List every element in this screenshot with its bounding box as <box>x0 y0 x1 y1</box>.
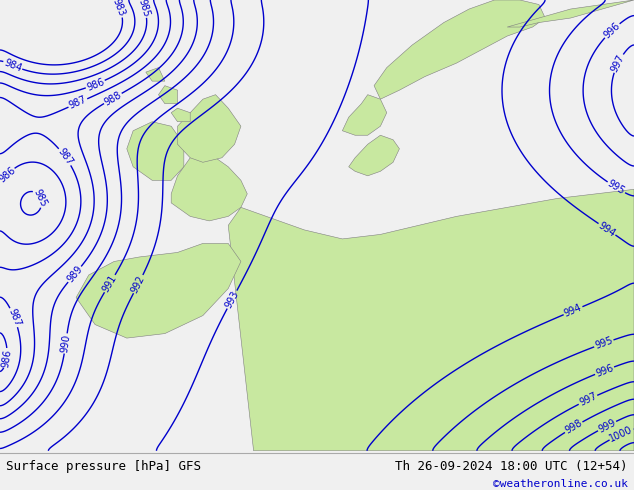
Text: 984: 984 <box>3 57 23 74</box>
Polygon shape <box>178 95 241 162</box>
Text: 994: 994 <box>597 220 618 239</box>
Polygon shape <box>228 189 634 451</box>
Text: 994: 994 <box>562 302 583 319</box>
Text: 987: 987 <box>67 95 88 111</box>
Text: 986: 986 <box>85 76 106 93</box>
Text: 996: 996 <box>594 363 615 379</box>
Text: 985: 985 <box>136 0 152 18</box>
Text: 999: 999 <box>597 417 618 435</box>
Polygon shape <box>76 244 241 338</box>
Text: 992: 992 <box>129 273 147 294</box>
Text: 1000: 1000 <box>608 424 634 443</box>
Polygon shape <box>342 95 387 135</box>
Polygon shape <box>349 135 399 176</box>
Polygon shape <box>146 68 165 81</box>
Polygon shape <box>158 86 178 104</box>
Text: 989: 989 <box>65 264 84 285</box>
Text: Th 26-09-2024 18:00 UTC (12+54): Th 26-09-2024 18:00 UTC (12+54) <box>395 460 628 473</box>
Polygon shape <box>374 0 545 99</box>
Text: 987: 987 <box>56 147 75 167</box>
Text: 997: 997 <box>578 391 598 408</box>
Text: 985: 985 <box>32 187 49 208</box>
Polygon shape <box>507 0 634 27</box>
Text: 987: 987 <box>6 307 22 328</box>
Text: 995: 995 <box>605 178 627 196</box>
Text: Surface pressure [hPa] GFS: Surface pressure [hPa] GFS <box>6 460 202 473</box>
Text: 986: 986 <box>0 348 13 368</box>
Text: 996: 996 <box>602 21 622 41</box>
Text: 986: 986 <box>0 165 17 185</box>
Text: 993: 993 <box>223 289 241 310</box>
Text: 995: 995 <box>593 336 614 351</box>
Polygon shape <box>171 153 247 221</box>
Text: 983: 983 <box>111 0 127 18</box>
Text: 998: 998 <box>563 418 584 436</box>
Text: 988: 988 <box>102 90 123 107</box>
Polygon shape <box>127 122 184 180</box>
Text: 990: 990 <box>60 334 72 353</box>
Text: 997: 997 <box>609 53 626 74</box>
Text: ©weatheronline.co.uk: ©weatheronline.co.uk <box>493 479 628 489</box>
Text: 991: 991 <box>101 273 119 294</box>
Polygon shape <box>171 108 190 122</box>
